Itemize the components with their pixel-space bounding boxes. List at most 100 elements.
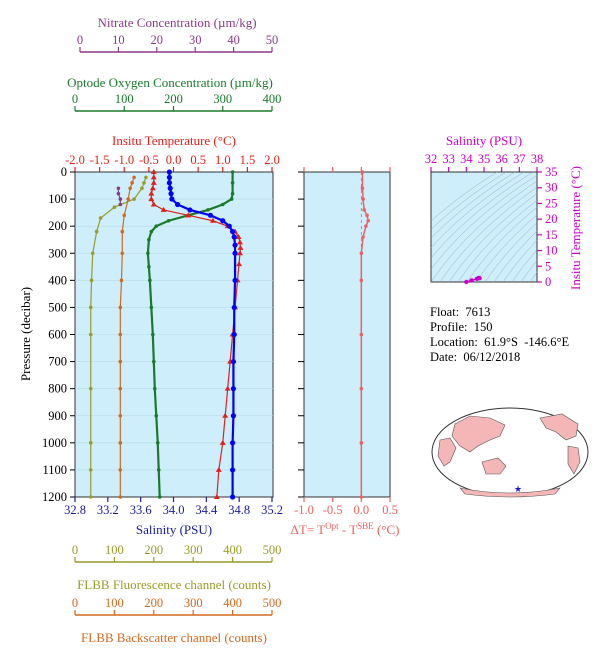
delta-t-point <box>361 235 365 239</box>
nitrate-point <box>116 191 121 196</box>
salinity-point <box>166 174 172 181</box>
temperature-point <box>224 385 231 391</box>
fluorescence-point <box>132 197 136 201</box>
date: Date: 06/12/2018 <box>430 350 521 364</box>
temperature-point <box>213 494 220 499</box>
temperature-point <box>235 234 242 239</box>
temperature-axis: Insitu Temperature (°C) -2.0 -1.5 -1.0 -0.5… <box>65 133 280 172</box>
oxygen-point <box>155 441 160 445</box>
backscatter-tick-label: 100 <box>105 596 124 610</box>
ts-temperature-tick-label: 30 <box>545 181 558 195</box>
salinity-axis-label: Salinity (PSU) <box>136 522 212 537</box>
ts-density-contour <box>502 239 537 282</box>
world-map: ★ <box>431 407 589 498</box>
salinity-point <box>232 277 238 283</box>
backscatter-tick-label: 400 <box>223 596 242 610</box>
backscatter-point <box>118 468 123 472</box>
fluorescence-tick-label: 0 <box>72 543 78 557</box>
salinity-point <box>166 180 172 186</box>
oxygen-tick-label: 300 <box>213 92 232 106</box>
ts-point <box>477 276 482 281</box>
ts-salinity-tick-label: 33 <box>442 152 455 166</box>
ts-density-contour <box>431 174 537 270</box>
delta-t-point <box>360 186 365 191</box>
salinity-tick-label: 33.2 <box>97 503 119 517</box>
ts-density-contour <box>431 172 534 259</box>
backscatter-tick-label: 300 <box>184 596 203 610</box>
ts-temperature-tick-label: 20 <box>545 212 558 226</box>
backscatter-point <box>130 181 134 185</box>
ts-density-contour <box>431 172 516 239</box>
pressure-tick-label: 800 <box>48 382 67 396</box>
temperature-tick-label: 1.5 <box>240 153 256 167</box>
ts-temperature-tick-label: 5 <box>545 259 551 273</box>
pressure-axis-label: Pressure (decibar) <box>18 287 33 381</box>
fluorescence-point <box>89 278 94 283</box>
temperature-tick-label: 0.0 <box>166 153 182 167</box>
fluorescence-tick-label: 500 <box>263 543 282 557</box>
salinity-point <box>232 250 238 256</box>
fluorescence-point <box>94 229 99 234</box>
pressure-tick-label: 700 <box>48 355 67 369</box>
pressure-tick-label: 1100 <box>42 463 67 477</box>
salinity-point <box>207 212 214 218</box>
pressure-tick-label: 0 <box>61 165 67 179</box>
map-land-africa <box>437 437 457 467</box>
salinity-point <box>226 223 232 229</box>
temperature-tick-label: -2.0 <box>65 153 85 167</box>
temperature-point <box>150 179 157 185</box>
float-location-marker: ★ <box>514 484 522 494</box>
nitrate-axis: Nitrate Concentration (µm/kg) 0 10 20 30 40 5… <box>77 15 279 53</box>
backscatter-point <box>118 386 123 391</box>
delta-t-point <box>359 386 364 391</box>
nitrate-axis-label: Nitrate Concentration (µm/kg) <box>97 15 256 30</box>
ts-density-contour <box>466 207 537 282</box>
backscatter-tick-label: 200 <box>144 596 163 610</box>
map-land-south-america <box>567 445 581 475</box>
oxygen-point <box>220 202 225 207</box>
oxygen-point <box>149 229 154 234</box>
temperature-point <box>150 174 157 180</box>
backscatter-point <box>118 332 123 337</box>
nitrate-tick-label: 10 <box>112 33 125 47</box>
salinity-point <box>168 191 174 197</box>
delta-t-point <box>359 251 364 256</box>
temperature-point <box>148 190 155 196</box>
salinity-point <box>230 413 237 419</box>
oxygen-point <box>146 251 150 256</box>
temperature-point <box>215 466 222 472</box>
temperature-point <box>219 439 226 445</box>
fluorescence-point <box>98 216 103 220</box>
temperature-point <box>148 196 155 202</box>
fluorescence-point <box>88 332 93 337</box>
backscatter-tick-label: 500 <box>263 596 282 610</box>
temperature-point <box>222 412 229 418</box>
delta-t-tick-label: 0.5 <box>382 503 398 517</box>
oxygen-point <box>152 359 156 364</box>
temperature-point <box>237 244 244 250</box>
pressure-tick-label: 400 <box>48 273 67 287</box>
delta-t-point <box>362 208 367 212</box>
fluorescence-point <box>88 495 93 499</box>
ts-density-contour <box>484 222 537 282</box>
salinity-point <box>231 234 237 240</box>
temperature-point <box>236 239 243 245</box>
temperature-tick-label: -1.0 <box>114 153 134 167</box>
map-land-antarctica <box>459 487 561 498</box>
delta-t-tick-label: -0.5 <box>323 503 343 517</box>
ts-density-contour <box>431 172 507 230</box>
temperature-point <box>160 206 167 212</box>
temperature-point <box>185 212 192 218</box>
fluorescence-tick-label: 400 <box>223 543 242 557</box>
oxygen-line <box>146 172 234 498</box>
salinity-point <box>187 207 193 213</box>
nitrate-tick-label: 50 <box>266 33 279 47</box>
ts-temperature-tick-label: 25 <box>545 196 558 210</box>
fluorescence-tick-label: 100 <box>105 543 124 557</box>
map-land-north-america <box>539 413 579 441</box>
oxygen-point <box>151 332 155 337</box>
backscatter-point <box>118 305 123 310</box>
pressure-tick-label: 600 <box>48 328 67 342</box>
pressure-tick-label: 200 <box>48 219 67 233</box>
temperature-point <box>150 169 157 174</box>
